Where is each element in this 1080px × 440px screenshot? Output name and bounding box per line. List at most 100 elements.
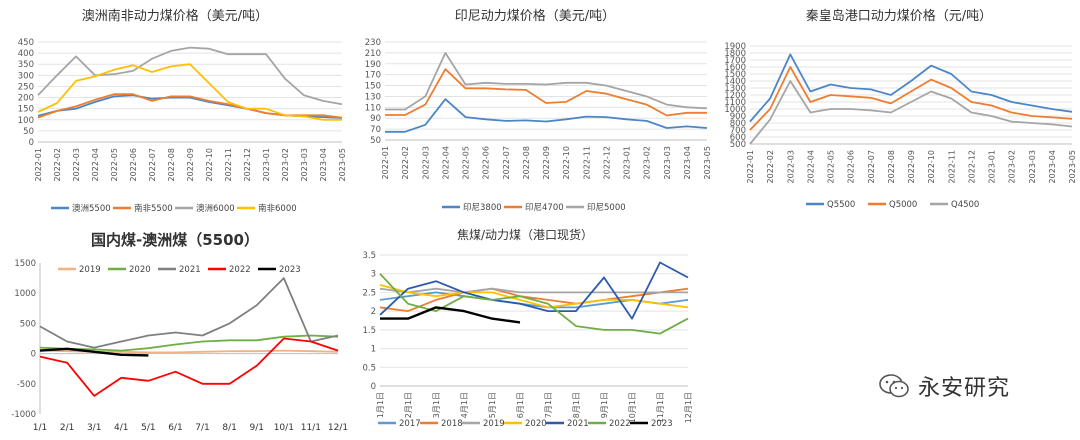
legend-label: 印尼3800 [463, 202, 502, 213]
y-tick-label: 2 [371, 307, 376, 317]
y-tick-label: 1700 [724, 56, 746, 66]
y-tick-label: 1000 [14, 289, 36, 299]
y-tick-label: 1600 [724, 63, 746, 73]
series-line-2020 [39, 334, 339, 352]
x-tick-label: 2023-05 [703, 146, 712, 179]
y-tick-label: 190 [365, 60, 381, 70]
legend-label: 2019 [79, 265, 101, 275]
y-tick-label: 130 [365, 92, 381, 102]
x-tick-label: 12月1日 [684, 392, 693, 423]
legend-label: 2023 [279, 265, 301, 275]
x-tick-label: 2022-11 [582, 146, 591, 179]
chart-au-sa: 澳洲南非动力煤价格（美元/吨） 0 50 100 150 200 250 300 350 400 4… [0, 0, 350, 220]
y-tick-label: 250 [18, 82, 34, 92]
x-tick-label: 2023-01 [988, 150, 997, 183]
y-tick-label: 1900 [724, 42, 746, 52]
chart-domestic-vs-au: 国内煤-澳洲煤（5500） -1000 -500 0 500 1000 1500 1/1 2/1… [0, 225, 350, 436]
x-tick-label: 2022-04 [806, 150, 815, 183]
series-line-2022 [39, 337, 339, 397]
x-tick-label: 3/1 [87, 423, 101, 433]
series-line-2021 [379, 261, 689, 320]
legend-label: Q4500 [951, 200, 979, 210]
x-tick-label: 2022-07 [148, 148, 157, 181]
y-tick-label: 50 [23, 127, 34, 137]
y-tick-label: 500 [20, 319, 36, 329]
x-tick-label: 2023-05 [338, 148, 347, 181]
y-tick-label: 400 [18, 49, 34, 59]
x-tick-label: 2022-03 [421, 146, 430, 179]
y-tick-label: 110 [365, 103, 381, 113]
y-tick-label: 300 [18, 71, 34, 81]
legend-label: Q5500 [827, 200, 855, 210]
x-tick-label: 2023-03 [663, 146, 672, 179]
y-tick-label: 0.5 [362, 363, 376, 373]
x-tick-label: 8/1 [222, 423, 236, 433]
y-tick-label: 0 [371, 382, 376, 392]
x-tick-label: 2023-04 [319, 148, 328, 181]
y-tick-label: 1800 [724, 49, 746, 59]
x-tick-label: 2022-04 [91, 148, 100, 181]
y-tick-label: 3.5 [362, 251, 376, 261]
y-tick-label: 1500 [14, 259, 36, 269]
y-tick-label: 100 [18, 116, 34, 126]
legend-label: 澳洲6000 [196, 203, 235, 214]
y-tick-label: 600 [730, 133, 746, 143]
watermark-text: 永安研究 [918, 376, 1011, 401]
x-tick-label: 2022-08 [522, 146, 531, 179]
y-tick-label: 700 [730, 126, 746, 136]
x-tick-label: 2023-02 [281, 148, 290, 181]
legend-label: 2023 [651, 419, 673, 429]
x-tick-label: 1月1日 [376, 392, 385, 418]
series-line-2023 [380, 306, 521, 324]
x-tick-label: 2022-07 [867, 150, 876, 183]
chart-coking-thermal-ratio: 焦煤/动力煤（港口现货） 0 0.5 1 1.5 2 2.5 3 3.5 1月1日 2月1日 3月1日… [350, 225, 700, 436]
series-line-Q5500 [749, 53, 1073, 123]
y-tick-label: 1300 [724, 84, 746, 94]
x-tick-label: 2022-03 [786, 150, 795, 183]
series-line-2018 [379, 287, 689, 312]
legend-label: 南非5500 [134, 203, 173, 214]
x-tick-label: 6/1 [168, 423, 182, 433]
x-tick-label: 2022-09 [907, 150, 916, 183]
x-tick-label: 9/1 [249, 423, 263, 433]
legend-label: 2020 [525, 419, 547, 429]
series-line-Q4500 [749, 80, 1073, 145]
x-tick-label: 2022-10 [562, 146, 571, 179]
x-tick-label: 2023-03 [1028, 150, 1037, 183]
x-tick-label: 5/1 [141, 423, 155, 433]
chart-title: 印尼动力煤价格（美元/吨） [455, 8, 615, 24]
y-tick-label: 500 [730, 140, 746, 150]
x-tick-label: 2023-03 [300, 148, 309, 181]
series-line-Q5000 [749, 66, 1073, 131]
x-tick-label: 11/1 [301, 423, 321, 433]
legend-label: 2017 [399, 419, 421, 429]
chart-title: 国内煤-澳洲煤（5500） [91, 231, 259, 249]
x-tick-label: 2022-11 [947, 150, 956, 183]
y-tick-label: 70 [370, 125, 381, 135]
x-tick-label: 2022-05 [462, 146, 471, 179]
legend-label: 2022 [609, 419, 631, 429]
y-tick-label: 150 [18, 105, 34, 115]
series-line-2021 [39, 277, 339, 349]
x-tick-label: 1/1 [33, 423, 47, 433]
y-tick-label: 900 [730, 112, 746, 122]
series-line-2020 [379, 284, 689, 309]
x-tick-label: 2023-01 [623, 146, 632, 179]
x-tick-label: 4/1 [114, 423, 128, 433]
x-tick-label: 12/1 [328, 423, 348, 433]
x-tick-label: 2022-01 [381, 146, 390, 179]
legend-label: 澳洲5500 [72, 203, 111, 214]
y-tick-label: 230 [365, 38, 381, 48]
chart-indonesia-svg: 印尼动力煤价格（美元/吨） 507090110130150170190210230… [365, 8, 712, 213]
x-tick-label: 2022-12 [602, 146, 611, 179]
x-tick-label: 2022-02 [766, 150, 775, 183]
y-tick-label: 450 [18, 38, 34, 48]
legend-label: 印尼4700 [525, 202, 564, 213]
x-tick-label: 2022-10 [205, 148, 214, 181]
x-tick-label: 2022-12 [243, 148, 252, 181]
x-tick-label: 2023-04 [683, 146, 692, 179]
x-tick-label: 2022-12 [967, 150, 976, 183]
y-tick-label: 170 [365, 71, 381, 81]
x-tick-label: 2022-04 [441, 146, 450, 179]
chart-indonesia: 印尼动力煤价格（美元/吨） 50 70 90 110 130 150 170 190 210 230… [355, 0, 715, 220]
